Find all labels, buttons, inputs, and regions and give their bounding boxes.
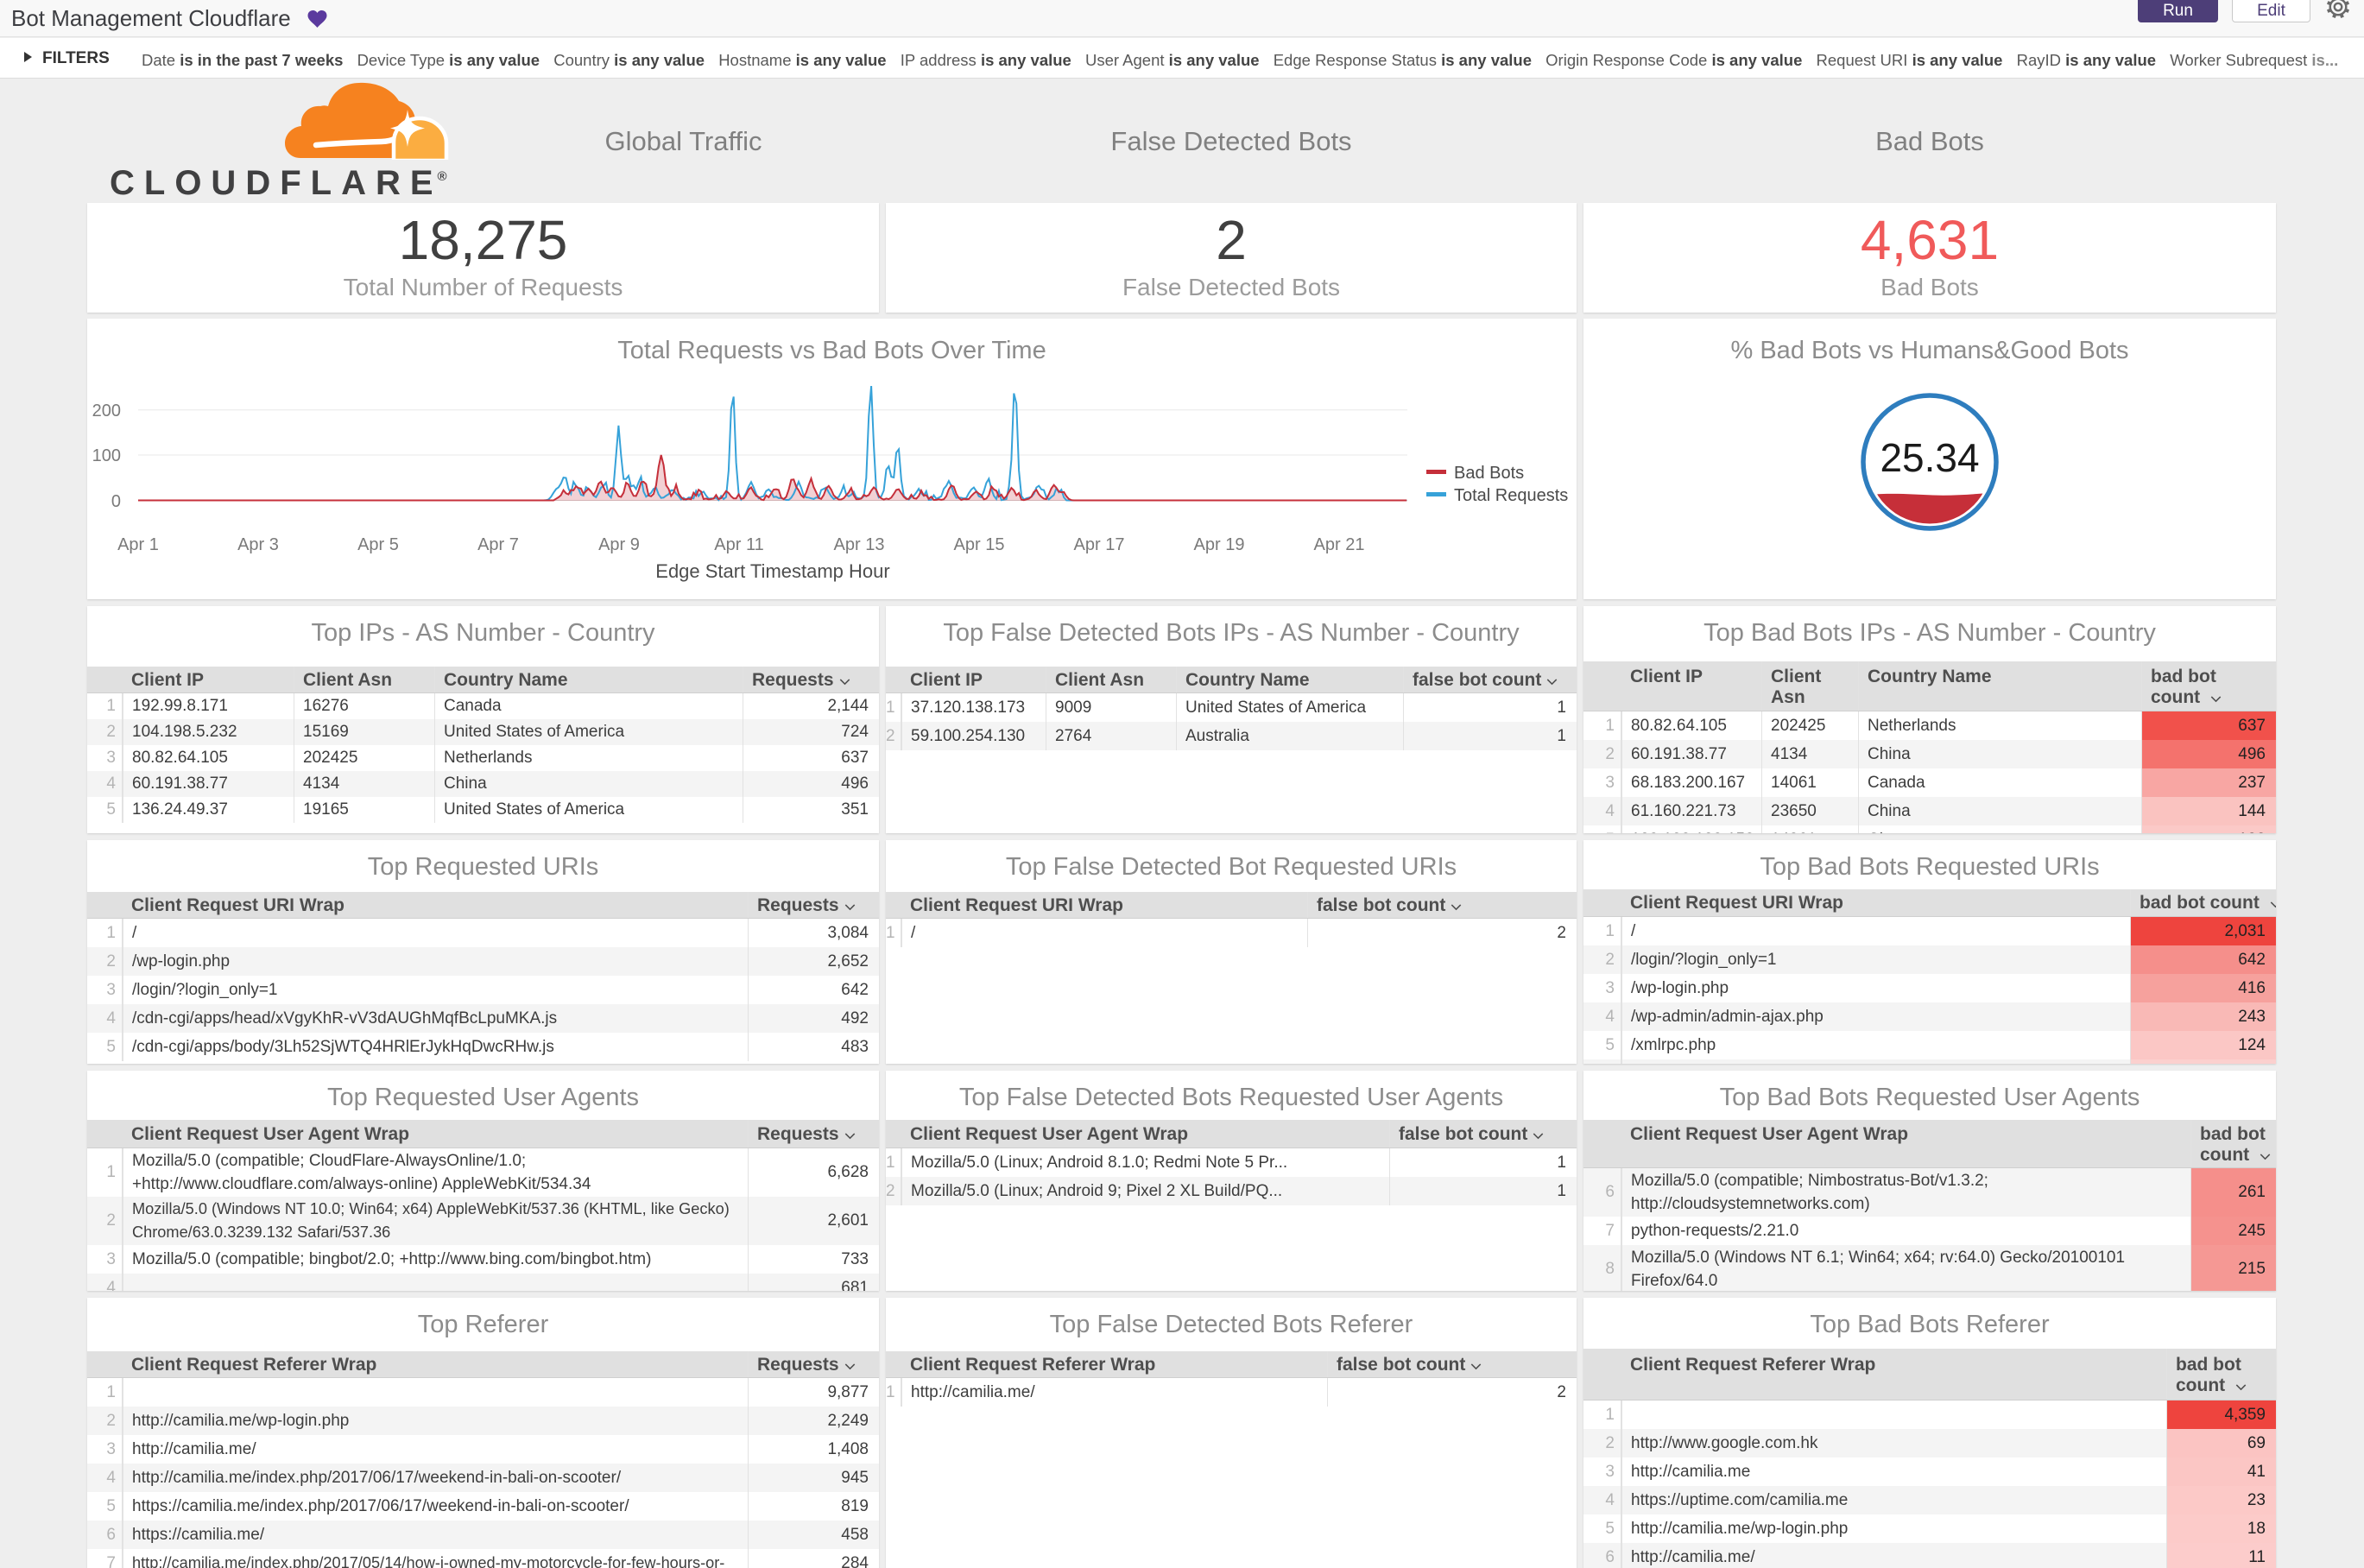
svg-text:Apr 13: Apr 13 <box>834 535 885 554</box>
svg-text:0: 0 <box>111 492 121 511</box>
svg-text:25.34: 25.34 <box>1880 435 1979 480</box>
svg-text:Apr 9: Apr 9 <box>598 535 640 554</box>
svg-text:Apr 5: Apr 5 <box>357 535 399 554</box>
svg-text:Apr 7: Apr 7 <box>477 535 519 554</box>
svg-text:100: 100 <box>92 446 121 465</box>
svg-text:Apr 19: Apr 19 <box>1194 535 1245 554</box>
svg-text:Apr 3: Apr 3 <box>237 535 279 554</box>
svg-text:Apr 11: Apr 11 <box>714 535 763 554</box>
svg-text:Apr 17: Apr 17 <box>1074 535 1125 554</box>
svg-text:Apr 15: Apr 15 <box>954 535 1005 554</box>
svg-text:Apr 21: Apr 21 <box>1314 535 1365 554</box>
svg-text:Apr 1: Apr 1 <box>117 535 159 554</box>
svg-text:Edge Start Timestamp Hour: Edge Start Timestamp Hour <box>655 560 889 582</box>
svg-text:Total Requests: Total Requests <box>1454 486 1568 505</box>
svg-text:200: 200 <box>92 401 121 420</box>
svg-text:Bad Bots: Bad Bots <box>1454 464 1524 483</box>
